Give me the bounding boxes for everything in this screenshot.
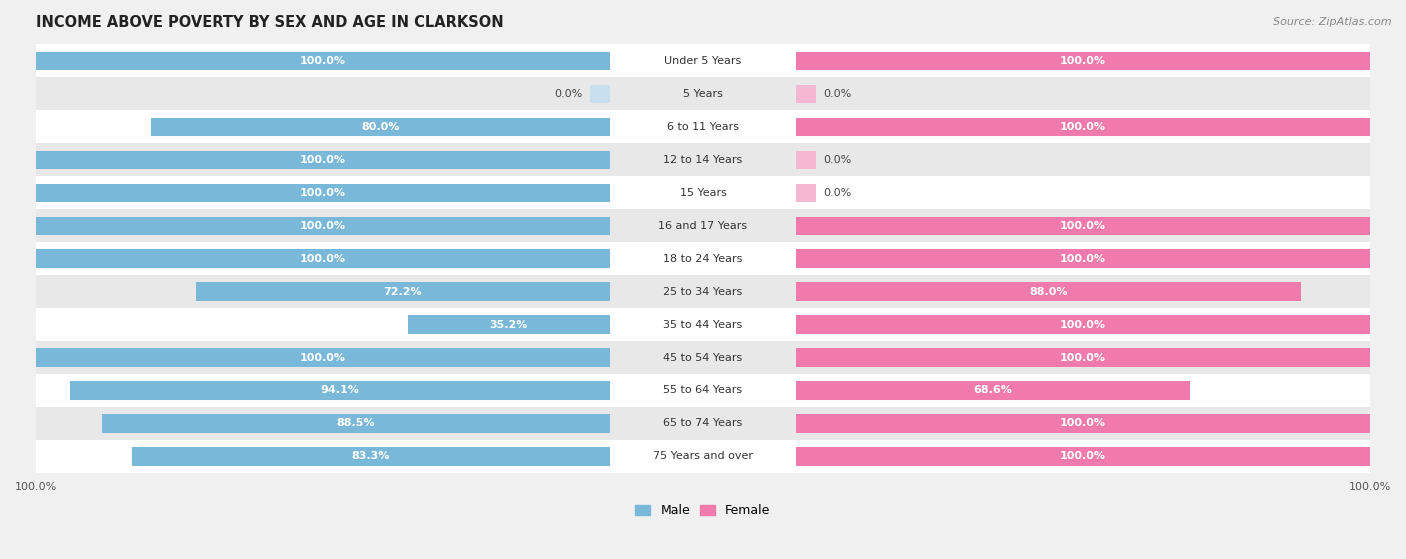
- Bar: [796, 447, 1369, 466]
- Text: 0.0%: 0.0%: [823, 155, 851, 164]
- Text: 100.0%: 100.0%: [1060, 419, 1107, 428]
- Bar: [796, 84, 817, 103]
- Text: 0.0%: 0.0%: [823, 89, 851, 98]
- Bar: [796, 183, 817, 202]
- Bar: [796, 381, 1189, 400]
- Bar: [37, 110, 1369, 143]
- Text: 100.0%: 100.0%: [299, 188, 346, 197]
- Text: 83.3%: 83.3%: [352, 452, 389, 461]
- Bar: [37, 176, 1369, 209]
- Text: INCOME ABOVE POVERTY BY SEX AND AGE IN CLARKSON: INCOME ABOVE POVERTY BY SEX AND AGE IN C…: [37, 15, 503, 30]
- Text: 80.0%: 80.0%: [361, 122, 399, 131]
- Text: Under 5 Years: Under 5 Years: [665, 56, 741, 65]
- Bar: [195, 282, 610, 301]
- Text: 100.0%: 100.0%: [299, 56, 346, 65]
- Bar: [796, 414, 1369, 433]
- Text: 100.0%: 100.0%: [1060, 452, 1107, 461]
- Bar: [796, 348, 1369, 367]
- Bar: [132, 447, 610, 466]
- Bar: [37, 440, 1369, 473]
- Text: 100.0%: 100.0%: [1060, 353, 1107, 362]
- Bar: [796, 51, 1369, 70]
- Text: 35 to 44 Years: 35 to 44 Years: [664, 320, 742, 329]
- Bar: [796, 249, 1369, 268]
- Bar: [589, 84, 610, 103]
- Bar: [70, 381, 610, 400]
- Text: 0.0%: 0.0%: [823, 188, 851, 197]
- Text: 100.0%: 100.0%: [299, 155, 346, 164]
- Text: 100.0%: 100.0%: [1060, 122, 1107, 131]
- Bar: [796, 117, 1369, 136]
- Text: 35.2%: 35.2%: [489, 320, 527, 329]
- Bar: [150, 117, 610, 136]
- Bar: [37, 249, 610, 268]
- Bar: [37, 209, 1369, 242]
- Text: 100.0%: 100.0%: [1060, 56, 1107, 65]
- Bar: [796, 315, 1369, 334]
- Bar: [37, 308, 1369, 341]
- Bar: [796, 282, 1301, 301]
- Text: 100.0%: 100.0%: [1060, 320, 1107, 329]
- Bar: [37, 341, 1369, 374]
- Text: 12 to 14 Years: 12 to 14 Years: [664, 155, 742, 164]
- Legend: Male, Female: Male, Female: [630, 499, 776, 522]
- Bar: [37, 44, 1369, 77]
- Bar: [37, 143, 1369, 176]
- Text: 88.5%: 88.5%: [336, 419, 375, 428]
- Text: 100.0%: 100.0%: [299, 254, 346, 263]
- Bar: [408, 315, 610, 334]
- Text: 100.0%: 100.0%: [299, 221, 346, 230]
- Text: 16 and 17 Years: 16 and 17 Years: [658, 221, 748, 230]
- Bar: [37, 51, 610, 70]
- Text: 6 to 11 Years: 6 to 11 Years: [666, 122, 740, 131]
- Text: 45 to 54 Years: 45 to 54 Years: [664, 353, 742, 362]
- Bar: [103, 414, 610, 433]
- Text: 55 to 64 Years: 55 to 64 Years: [664, 386, 742, 395]
- Text: Source: ZipAtlas.com: Source: ZipAtlas.com: [1274, 17, 1392, 27]
- Bar: [37, 150, 610, 169]
- Text: 100.0%: 100.0%: [1060, 254, 1107, 263]
- Text: 15 Years: 15 Years: [679, 188, 727, 197]
- Text: 25 to 34 Years: 25 to 34 Years: [664, 287, 742, 296]
- Text: 65 to 74 Years: 65 to 74 Years: [664, 419, 742, 428]
- Text: 68.6%: 68.6%: [973, 386, 1012, 395]
- Text: 75 Years and over: 75 Years and over: [652, 452, 754, 461]
- Text: 88.0%: 88.0%: [1029, 287, 1069, 296]
- Text: 100.0%: 100.0%: [299, 353, 346, 362]
- Text: 72.2%: 72.2%: [384, 287, 422, 296]
- Bar: [37, 77, 1369, 110]
- Bar: [37, 216, 610, 235]
- Bar: [37, 407, 1369, 440]
- Bar: [37, 183, 610, 202]
- Bar: [796, 216, 1369, 235]
- Bar: [796, 150, 817, 169]
- Text: 5 Years: 5 Years: [683, 89, 723, 98]
- Bar: [37, 374, 1369, 407]
- Bar: [37, 275, 1369, 308]
- Text: 0.0%: 0.0%: [555, 89, 583, 98]
- Bar: [37, 242, 1369, 275]
- Text: 18 to 24 Years: 18 to 24 Years: [664, 254, 742, 263]
- Text: 100.0%: 100.0%: [1060, 221, 1107, 230]
- Bar: [37, 348, 610, 367]
- Text: 94.1%: 94.1%: [321, 386, 360, 395]
